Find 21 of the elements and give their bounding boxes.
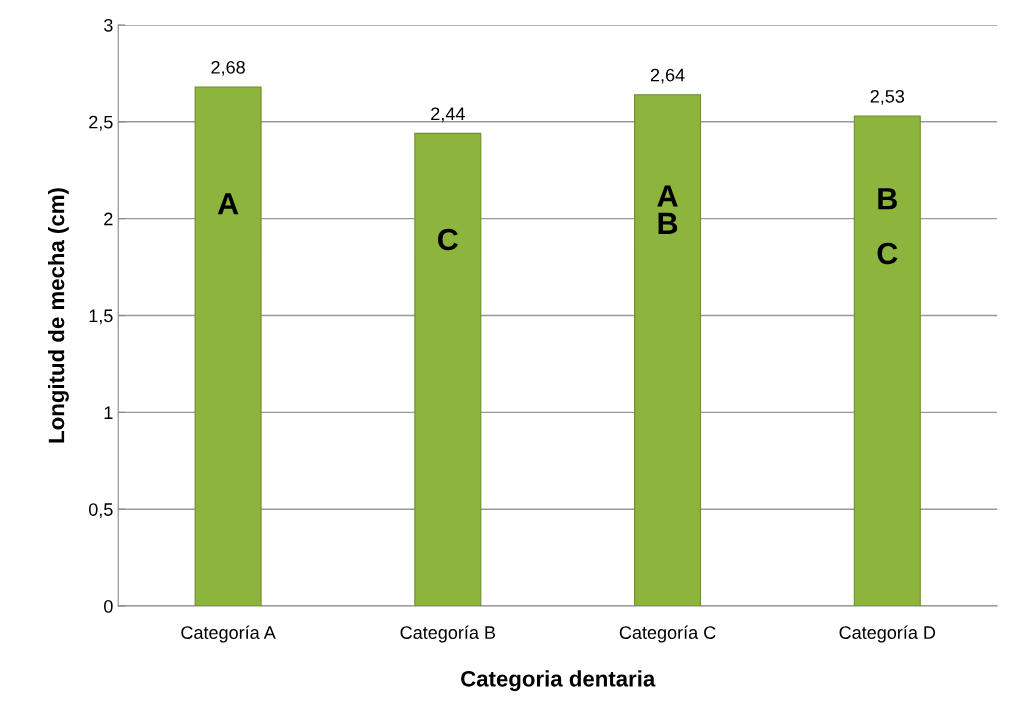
y-axis-title: Longitud de mecha (cm) (48, 188, 69, 443)
x-tick-label: Categoría C (619, 625, 716, 643)
data-label: 2,44 (431, 107, 465, 123)
x-tick-label: Categoría A (181, 625, 276, 643)
y-tick-label: 2 (104, 212, 113, 226)
annotation: C (438, 228, 459, 251)
x-axis-title: Categoria dentaria (461, 670, 656, 692)
y-tick-label: 1 (104, 406, 113, 419)
data-label: 2,68 (211, 60, 245, 76)
x-tick-label: Categoría B (400, 625, 496, 643)
y-tick-label: 0 (104, 599, 113, 613)
annotation: A (217, 193, 239, 215)
y-tick-label: 0,5 (88, 503, 113, 519)
data-label: 2,53 (870, 89, 905, 105)
y-tick-label: 2,5 (89, 115, 113, 131)
data-label: 2,64 (650, 68, 685, 84)
annotation: A B (657, 185, 678, 234)
y-tick-label: 1,5 (89, 309, 113, 325)
annotation: B C (877, 188, 898, 265)
y-tick-label: 3 (104, 18, 113, 32)
x-tick-label: Categoría D (839, 625, 936, 643)
